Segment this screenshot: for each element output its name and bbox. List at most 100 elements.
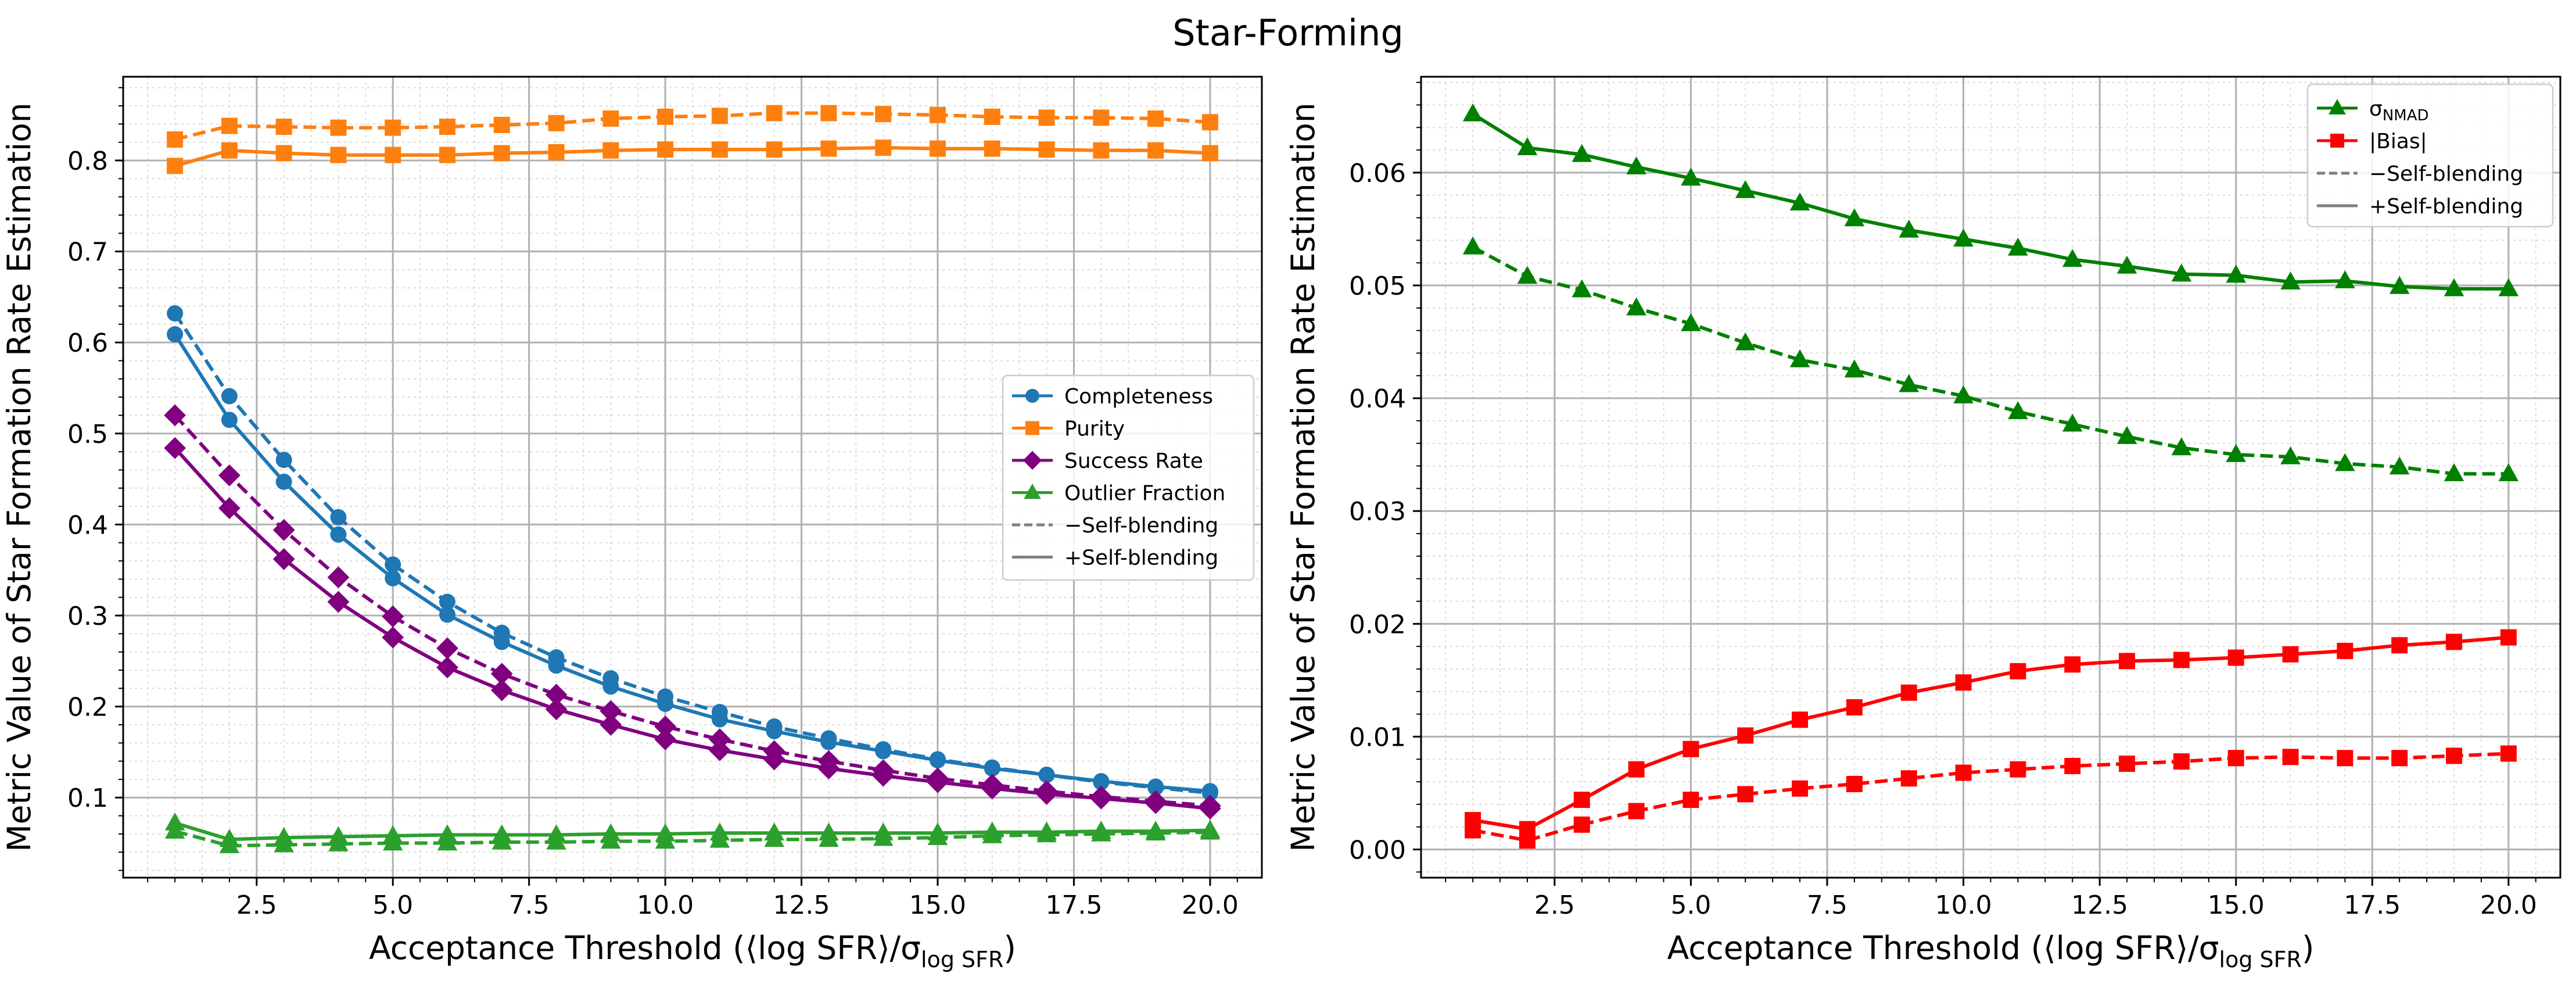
y-tick-label: 0.7 (67, 238, 108, 267)
y-tick-label: 0.04 (1349, 384, 1406, 414)
x-tick-label: 7.5 (509, 890, 550, 920)
data-point (1682, 792, 1699, 808)
data-point (2226, 443, 2247, 462)
data-point (2446, 634, 2463, 650)
data-point (1517, 266, 1538, 284)
data-point (1792, 780, 1809, 797)
series-line (174, 821, 1210, 842)
data-point (546, 824, 566, 843)
data-point (708, 739, 731, 761)
data-point (219, 829, 240, 847)
data-point (1626, 156, 1646, 175)
data-point (984, 760, 1000, 777)
x-tick-label: 15.0 (2208, 890, 2265, 920)
data-point (1199, 797, 1221, 820)
data-point (1735, 180, 1756, 198)
data-point (766, 141, 783, 158)
data-point (766, 722, 783, 739)
data-point (545, 698, 568, 721)
chart-right: 2.5 5.0 7.5 10.0 12.5 15.0 17.5 20.0 0.00 0.01 0.0… (1285, 76, 2561, 972)
legend-handle-marker (2330, 134, 2344, 148)
x-axis-label: Acceptance Threshold (⟨log SFR⟩/σlog SFR… (369, 929, 1016, 972)
series-line (1472, 112, 2509, 291)
data-point (2280, 271, 2301, 289)
data-point (1201, 145, 1218, 162)
data-point (2335, 453, 2355, 471)
data-point (2173, 652, 2190, 668)
legend-label: −Self-blending (2369, 162, 2523, 186)
legend: Completeness Purity Success Rate Outlier Fr… (1002, 374, 1255, 581)
data-point (1955, 764, 1972, 781)
data-point (382, 626, 404, 649)
data-point (218, 464, 241, 486)
series--bias--minus-self-blending (1465, 745, 2517, 849)
legend-handle-marker (2329, 99, 2346, 115)
legend-handle-marker (1022, 450, 1042, 470)
data-point (221, 142, 238, 159)
data-point (1145, 820, 1166, 839)
data-point (327, 566, 350, 589)
data-point (330, 509, 347, 525)
data-point (275, 473, 292, 490)
series-success-rate-plus-self-blending (164, 437, 1221, 820)
data-point (2282, 749, 2299, 765)
legend-label: Outlier Fraction (1064, 482, 1225, 506)
data-point (766, 105, 783, 121)
data-point (1628, 761, 1645, 778)
data-point (602, 110, 619, 127)
data-point (1572, 144, 1592, 162)
x-tick-label: 7.5 (1807, 890, 1847, 920)
series-purity-minus-self-blending (167, 105, 1218, 148)
legend-box (1002, 374, 1255, 581)
data-point (1955, 674, 1972, 691)
y-tick-label: 0.03 (1349, 497, 1406, 527)
data-point (711, 141, 728, 158)
data-point (600, 700, 622, 722)
x-tick-label: 20.0 (1182, 890, 1239, 920)
y-tick-label: 0.06 (1349, 159, 1406, 188)
x-tick-label: 15.0 (909, 890, 966, 920)
axes-frame (1420, 76, 2561, 879)
data-point (382, 605, 404, 628)
x-tick-label: 17.5 (1045, 890, 1102, 920)
data-point (490, 679, 513, 702)
data-point (2010, 663, 2026, 679)
data-point (930, 140, 946, 157)
data-point (982, 821, 1003, 840)
data-point (820, 734, 837, 750)
x-tick-label: 5.0 (372, 890, 413, 920)
data-point (2171, 437, 2192, 456)
data-point (1093, 109, 1110, 126)
data-point (872, 764, 895, 787)
data-point (1093, 773, 1110, 790)
data-point (1572, 279, 1592, 298)
data-point (2500, 745, 2517, 762)
data-point (2444, 463, 2464, 481)
y-tick-label: 0.6 (67, 328, 108, 358)
data-point (1038, 109, 1055, 126)
data-point (2227, 750, 2244, 767)
data-point (1038, 141, 1055, 158)
data-point (1091, 820, 1111, 839)
legend: σNMAD |Bias| −Self-blending +Self-blending (2306, 83, 2554, 228)
data-point (167, 158, 184, 174)
data-point (602, 142, 619, 159)
data-point (2008, 401, 2028, 420)
legend-label: |Bias| (2369, 130, 2427, 153)
x-tick-label: 2.5 (1534, 890, 1575, 920)
data-point (2446, 747, 2463, 764)
data-point (981, 777, 1003, 800)
data-point (873, 822, 894, 841)
data-point (1090, 787, 1113, 810)
data-point (1093, 142, 1110, 159)
data-point (1519, 832, 1535, 849)
series-line (1472, 635, 2509, 831)
series-completeness-plus-self-blending (167, 326, 1218, 800)
data-point (1737, 727, 1754, 744)
data-point (2282, 646, 2299, 663)
data-point (385, 146, 401, 163)
data-point (1792, 711, 1809, 728)
data-point (657, 108, 674, 125)
data-point (2391, 637, 2408, 654)
